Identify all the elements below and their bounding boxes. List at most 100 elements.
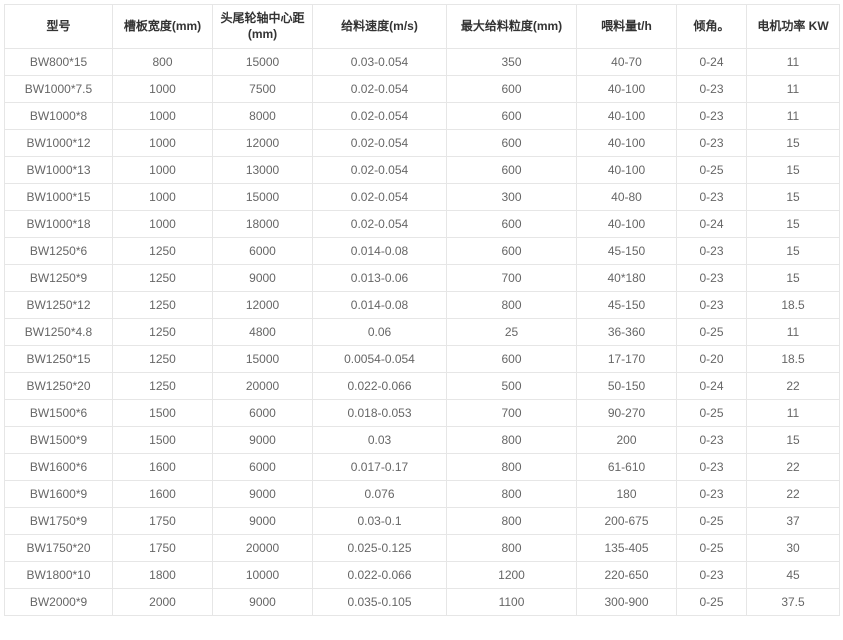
table-cell: 12000 xyxy=(213,292,313,319)
table-cell: 1200 xyxy=(447,562,577,589)
table-cell: 40*180 xyxy=(577,265,677,292)
table-cell: 15 xyxy=(747,157,840,184)
table-cell: 0-24 xyxy=(677,49,747,76)
col-feed-volume: 喂料量t/h xyxy=(577,5,677,49)
table-cell: 22 xyxy=(747,481,840,508)
table-cell: 9000 xyxy=(213,508,313,535)
table-cell: 0.025-0.125 xyxy=(313,535,447,562)
table-cell: 200 xyxy=(577,427,677,454)
table-row: BW1000*121000120000.02-0.05460040-1000-2… xyxy=(5,130,840,157)
table-cell: 15 xyxy=(747,184,840,211)
table-cell: 0-23 xyxy=(677,76,747,103)
table-cell: 0-25 xyxy=(677,319,747,346)
table-cell: 22 xyxy=(747,454,840,481)
table-cell: 1800 xyxy=(113,562,213,589)
table-cell: 37.5 xyxy=(747,589,840,616)
table-header-row: 型号 槽板宽度(mm) 头尾轮轴中心距(mm) 给料速度(m/s) 最大给料粒度… xyxy=(5,5,840,49)
table-cell: 1000 xyxy=(113,76,213,103)
table-cell: 50-150 xyxy=(577,373,677,400)
table-cell: 15 xyxy=(747,427,840,454)
table-cell: BW1000*13 xyxy=(5,157,113,184)
table-row: BW1000*151000150000.02-0.05430040-800-23… xyxy=(5,184,840,211)
table-cell: 0-23 xyxy=(677,238,747,265)
table-cell: 600 xyxy=(447,238,577,265)
table-cell: 1250 xyxy=(113,373,213,400)
table-body: BW800*15800150000.03-0.05435040-700-2411… xyxy=(5,49,840,616)
table-cell: 0-23 xyxy=(677,454,747,481)
table-cell: 40-100 xyxy=(577,103,677,130)
table-cell: BW1250*12 xyxy=(5,292,113,319)
table-cell: 15 xyxy=(747,238,840,265)
table-cell: 1250 xyxy=(113,265,213,292)
table-cell: 1000 xyxy=(113,103,213,130)
table-cell: 0-23 xyxy=(677,130,747,157)
table-cell: 600 xyxy=(447,157,577,184)
table-cell: 600 xyxy=(447,76,577,103)
table-cell: 600 xyxy=(447,346,577,373)
col-motor-power: 电机功率 KW xyxy=(747,5,840,49)
table-cell: 135-405 xyxy=(577,535,677,562)
table-cell: 1500 xyxy=(113,427,213,454)
table-cell: 0-23 xyxy=(677,481,747,508)
table-cell: 25 xyxy=(447,319,577,346)
table-cell: 8000 xyxy=(213,103,313,130)
table-cell: 45-150 xyxy=(577,292,677,319)
table-cell: 800 xyxy=(447,292,577,319)
table-row: BW1000*181000180000.02-0.05460040-1000-2… xyxy=(5,211,840,238)
table-cell: BW1250*15 xyxy=(5,346,113,373)
table-cell: BW1250*4.8 xyxy=(5,319,113,346)
table-cell: 1000 xyxy=(113,184,213,211)
table-cell: 0-24 xyxy=(677,211,747,238)
table-row: BW1750*201750200000.025-0.125800135-4050… xyxy=(5,535,840,562)
table-row: BW1250*9125090000.013-0.0670040*1800-231… xyxy=(5,265,840,292)
table-cell: 9000 xyxy=(213,427,313,454)
table-cell: 45-150 xyxy=(577,238,677,265)
table-row: BW1600*6160060000.017-0.1780061-6100-232… xyxy=(5,454,840,481)
spec-table: 型号 槽板宽度(mm) 头尾轮轴中心距(mm) 给料速度(m/s) 最大给料粒度… xyxy=(4,4,840,616)
table-cell: BW1000*7.5 xyxy=(5,76,113,103)
table-cell: 600 xyxy=(447,130,577,157)
table-cell: 11 xyxy=(747,49,840,76)
table-cell: 18000 xyxy=(213,211,313,238)
table-cell: 1250 xyxy=(113,238,213,265)
table-row: BW1500*9150090000.038002000-2315 xyxy=(5,427,840,454)
table-cell: 0-23 xyxy=(677,427,747,454)
table-cell: 0.02-0.054 xyxy=(313,103,447,130)
table-cell: 15 xyxy=(747,211,840,238)
table-cell: BW1000*12 xyxy=(5,130,113,157)
table-cell: 0.022-0.066 xyxy=(313,373,447,400)
table-row: BW1250*201250200000.022-0.06650050-1500-… xyxy=(5,373,840,400)
table-cell: 11 xyxy=(747,400,840,427)
table-row: BW800*15800150000.03-0.05435040-700-2411 xyxy=(5,49,840,76)
table-cell: 30 xyxy=(747,535,840,562)
table-cell: 18.5 xyxy=(747,292,840,319)
table-cell: 1600 xyxy=(113,454,213,481)
table-cell: 0.0054-0.054 xyxy=(313,346,447,373)
table-cell: 0-25 xyxy=(677,400,747,427)
table-cell: 9000 xyxy=(213,589,313,616)
col-model: 型号 xyxy=(5,5,113,49)
table-cell: BW800*15 xyxy=(5,49,113,76)
table-cell: BW1600*9 xyxy=(5,481,113,508)
table-cell: 300-900 xyxy=(577,589,677,616)
table-cell: BW2000*9 xyxy=(5,589,113,616)
col-slot-width: 槽板宽度(mm) xyxy=(113,5,213,49)
table-cell: 0.013-0.06 xyxy=(313,265,447,292)
col-feed-speed: 给料速度(m/s) xyxy=(313,5,447,49)
table-cell: 600 xyxy=(447,103,577,130)
table-cell: 40-70 xyxy=(577,49,677,76)
table-cell: 0-23 xyxy=(677,292,747,319)
table-cell: 0.03-0.054 xyxy=(313,49,447,76)
table-cell: 1750 xyxy=(113,508,213,535)
table-cell: 37 xyxy=(747,508,840,535)
table-cell: 0-25 xyxy=(677,535,747,562)
table-cell: 36-360 xyxy=(577,319,677,346)
table-cell: 11 xyxy=(747,319,840,346)
table-cell: 40-100 xyxy=(577,157,677,184)
table-cell: 20000 xyxy=(213,535,313,562)
table-cell: 7500 xyxy=(213,76,313,103)
table-cell: 0.014-0.08 xyxy=(313,238,447,265)
table-cell: 1100 xyxy=(447,589,577,616)
table-cell: 0.035-0.105 xyxy=(313,589,447,616)
table-cell: 6000 xyxy=(213,238,313,265)
